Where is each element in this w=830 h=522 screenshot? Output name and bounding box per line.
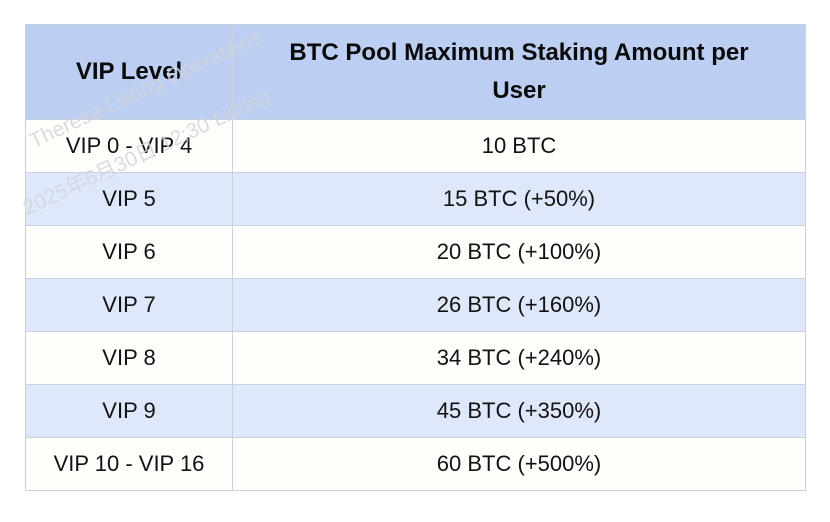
vip-level-cell: VIP 5: [25, 172, 233, 226]
table-row-vip-7: VIP 7 26 BTC (+160%): [25, 278, 806, 332]
vip-level-cell: VIP 7: [25, 278, 233, 332]
header-vip-level: VIP Level: [25, 24, 233, 120]
vip-level-cell: VIP 0 - VIP 4: [25, 119, 233, 173]
header-staking-amount-label: BTC Pool Maximum Staking Amount per User: [289, 39, 749, 104]
vip-level-cell: VIP 6: [25, 225, 233, 279]
vip-staking-table: VIP Level BTC Pool Maximum Staking Amoun…: [25, 24, 806, 491]
table-row-vip-10-16: VIP 10 - VIP 16 60 BTC (+500%): [25, 437, 806, 491]
table-header-row: VIP Level BTC Pool Maximum Staking Amoun…: [25, 24, 806, 120]
vip-level-cell: VIP 8: [25, 331, 233, 385]
table-row-vip-5: VIP 5 15 BTC (+50%): [25, 172, 806, 226]
header-staking-amount: BTC Pool Maximum Staking Amount per User: [232, 24, 806, 120]
vip-level-cell: VIP 10 - VIP 16: [25, 437, 233, 491]
amount-cell: 34 BTC (+240%): [232, 331, 806, 385]
table-row-vip-6: VIP 6 20 BTC (+100%): [25, 225, 806, 279]
amount-cell: 10 BTC: [232, 119, 806, 173]
amount-cell: 60 BTC (+500%): [232, 437, 806, 491]
vip-level-cell: VIP 9: [25, 384, 233, 438]
amount-cell: 15 BTC (+50%): [232, 172, 806, 226]
amount-cell: 45 BTC (+350%): [232, 384, 806, 438]
header-vip-level-label: VIP Level: [75, 58, 183, 85]
table-row-vip-0-4: VIP 0 - VIP 4 10 BTC: [25, 119, 806, 173]
table-row-vip-8: VIP 8 34 BTC (+240%): [25, 331, 806, 385]
table-row-vip-9: VIP 9 45 BTC (+350%): [25, 384, 806, 438]
amount-cell: 20 BTC (+100%): [232, 225, 806, 279]
amount-cell: 26 BTC (+160%): [232, 278, 806, 332]
